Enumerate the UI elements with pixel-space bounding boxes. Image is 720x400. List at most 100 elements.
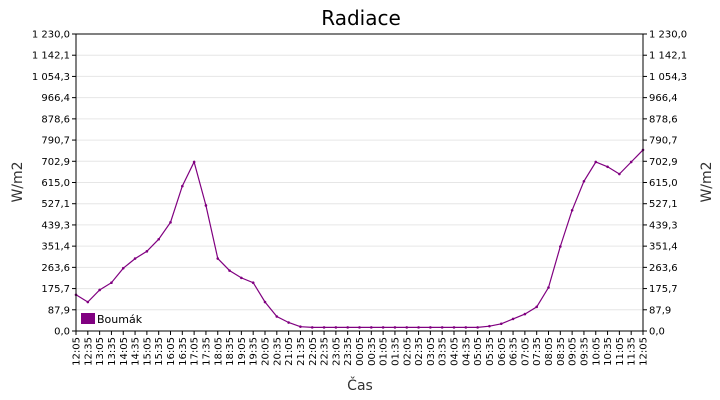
data-point [440,326,444,329]
data-point [570,208,574,212]
x-tick-label: 12:35 [83,337,94,366]
data-point [559,245,562,248]
x-tick-label: 19:05 [237,337,248,366]
y-tick-label-left: 0,0 [54,327,70,338]
x-tick-label: 03:35 [438,337,449,366]
y-tick-label-right: 87,9 [649,305,671,316]
legend: Boumák [81,313,143,326]
data-point [216,257,220,260]
x-tick-label: 23:35 [343,337,354,366]
y-tick-label-right: 966,4 [649,93,678,104]
y-tick-label-right: 790,7 [649,136,678,147]
y-axis-left: 0,0 87,9 175,7 263,6 351,4 439,3 527,1 615,0 702… [32,30,76,338]
data-point [618,172,621,176]
x-tick-label: 06:35 [509,337,520,366]
x-tick-label: 12:05 [639,337,650,366]
data-point [405,326,409,329]
x-tick-label: 04:35 [461,337,472,366]
data-point [334,326,338,329]
data-point [358,326,361,329]
y-axis-title-right: W/m2 [699,161,715,202]
data-point [133,257,137,260]
data-point [594,160,598,164]
data-point [110,281,113,285]
x-tick-label: 00:35 [367,337,378,366]
y-tick-label-right: 527,1 [649,199,678,210]
data-point [464,326,468,329]
x-tick-label: 14:05 [119,337,130,366]
data-point [192,160,196,164]
y-tick-label-right: 439,3 [649,220,678,231]
data-point [228,269,231,272]
y-tick-label-right: 878,6 [649,114,678,125]
y-tick-label-right: 615,0 [649,178,678,189]
x-tick-label: 07:05 [520,337,531,366]
y-tick-label-left: 702,9 [41,157,70,168]
data-point [582,179,586,183]
x-tick-label: 18:35 [225,337,236,366]
y-tick-label-left: 790,7 [41,136,70,147]
y-tick-label-right: 1 230,0 [649,30,687,41]
x-tick-label: 15:05 [142,337,153,366]
x-axis-title: Čas [347,376,373,394]
y-tick-label-right: 1 142,1 [649,51,687,62]
x-tick-label: 05:05 [473,337,484,366]
data-point [251,281,255,285]
x-tick-label: 19:35 [249,337,260,366]
data-point [299,325,302,328]
x-tick-label: 08:35 [556,337,567,366]
x-tick-label: 15:35 [154,337,165,366]
x-tick-label: 01:05 [379,337,390,366]
x-tick-label: 02:05 [402,337,413,366]
y-tick-label-left: 527,1 [41,199,70,210]
y-tick-label-left: 1 054,3 [32,72,70,83]
x-tick-label: 20:05 [261,337,272,366]
x-tick-label: 11:35 [627,337,638,366]
data-point [157,237,160,241]
y-tick-label-right: 1 054,3 [649,72,687,83]
x-tick-label: 17:05 [190,337,201,366]
x-tick-label: 06:05 [497,337,508,366]
x-tick-label: 11:05 [615,337,626,366]
y-tick-label-left: 175,7 [41,284,70,295]
data-point [346,326,349,329]
data-point [181,184,184,188]
data-point [488,324,491,328]
data-point [287,321,290,324]
x-tick-label: 21:35 [296,337,307,366]
x-tick-label: 01:35 [390,337,401,366]
x-tick-label: 02:35 [414,337,425,366]
x-tick-label: 10:35 [603,337,614,366]
data-point [499,322,503,326]
data-point [417,326,420,329]
data-point [523,312,527,316]
data-point [240,276,243,280]
data-point [452,326,456,329]
x-tick-label: 14:35 [131,337,142,366]
x-tick-label: 04:05 [450,337,461,366]
x-tick-label: 23:05 [331,337,342,366]
y-tick-label-right: 702,9 [649,157,678,168]
y-tick-label-left: 87,9 [48,305,70,316]
data-point [145,250,149,253]
y-axis-right: 0,0 87,9 175,7 263,6 351,4 439,3 527,1 615,0 702… [643,30,687,338]
data-point [370,326,373,329]
x-tick-label: 21:05 [284,337,295,366]
x-tick-label: 03:05 [426,337,437,366]
data-point [511,317,515,321]
series-line [75,149,644,328]
x-tick-label: 12:05 [72,337,83,366]
grid-lines [76,54,643,311]
series-lines [74,148,645,329]
x-tick-label: 20:35 [272,337,283,366]
y-tick-label-right: 263,6 [649,263,678,274]
data-point [381,326,385,329]
y-tick-label-left: 615,0 [41,178,70,189]
x-tick-label: 09:05 [568,337,579,366]
x-tick-label: 22:35 [320,337,331,366]
x-axis: 12:05 12:35 13:05 13:35 14:05 14:35 15:05 15:35… [72,331,650,366]
y-tick-label-left: 1 230,0 [32,30,70,41]
y-axis-title-left: W/m2 [10,161,26,202]
data-point [429,326,432,329]
